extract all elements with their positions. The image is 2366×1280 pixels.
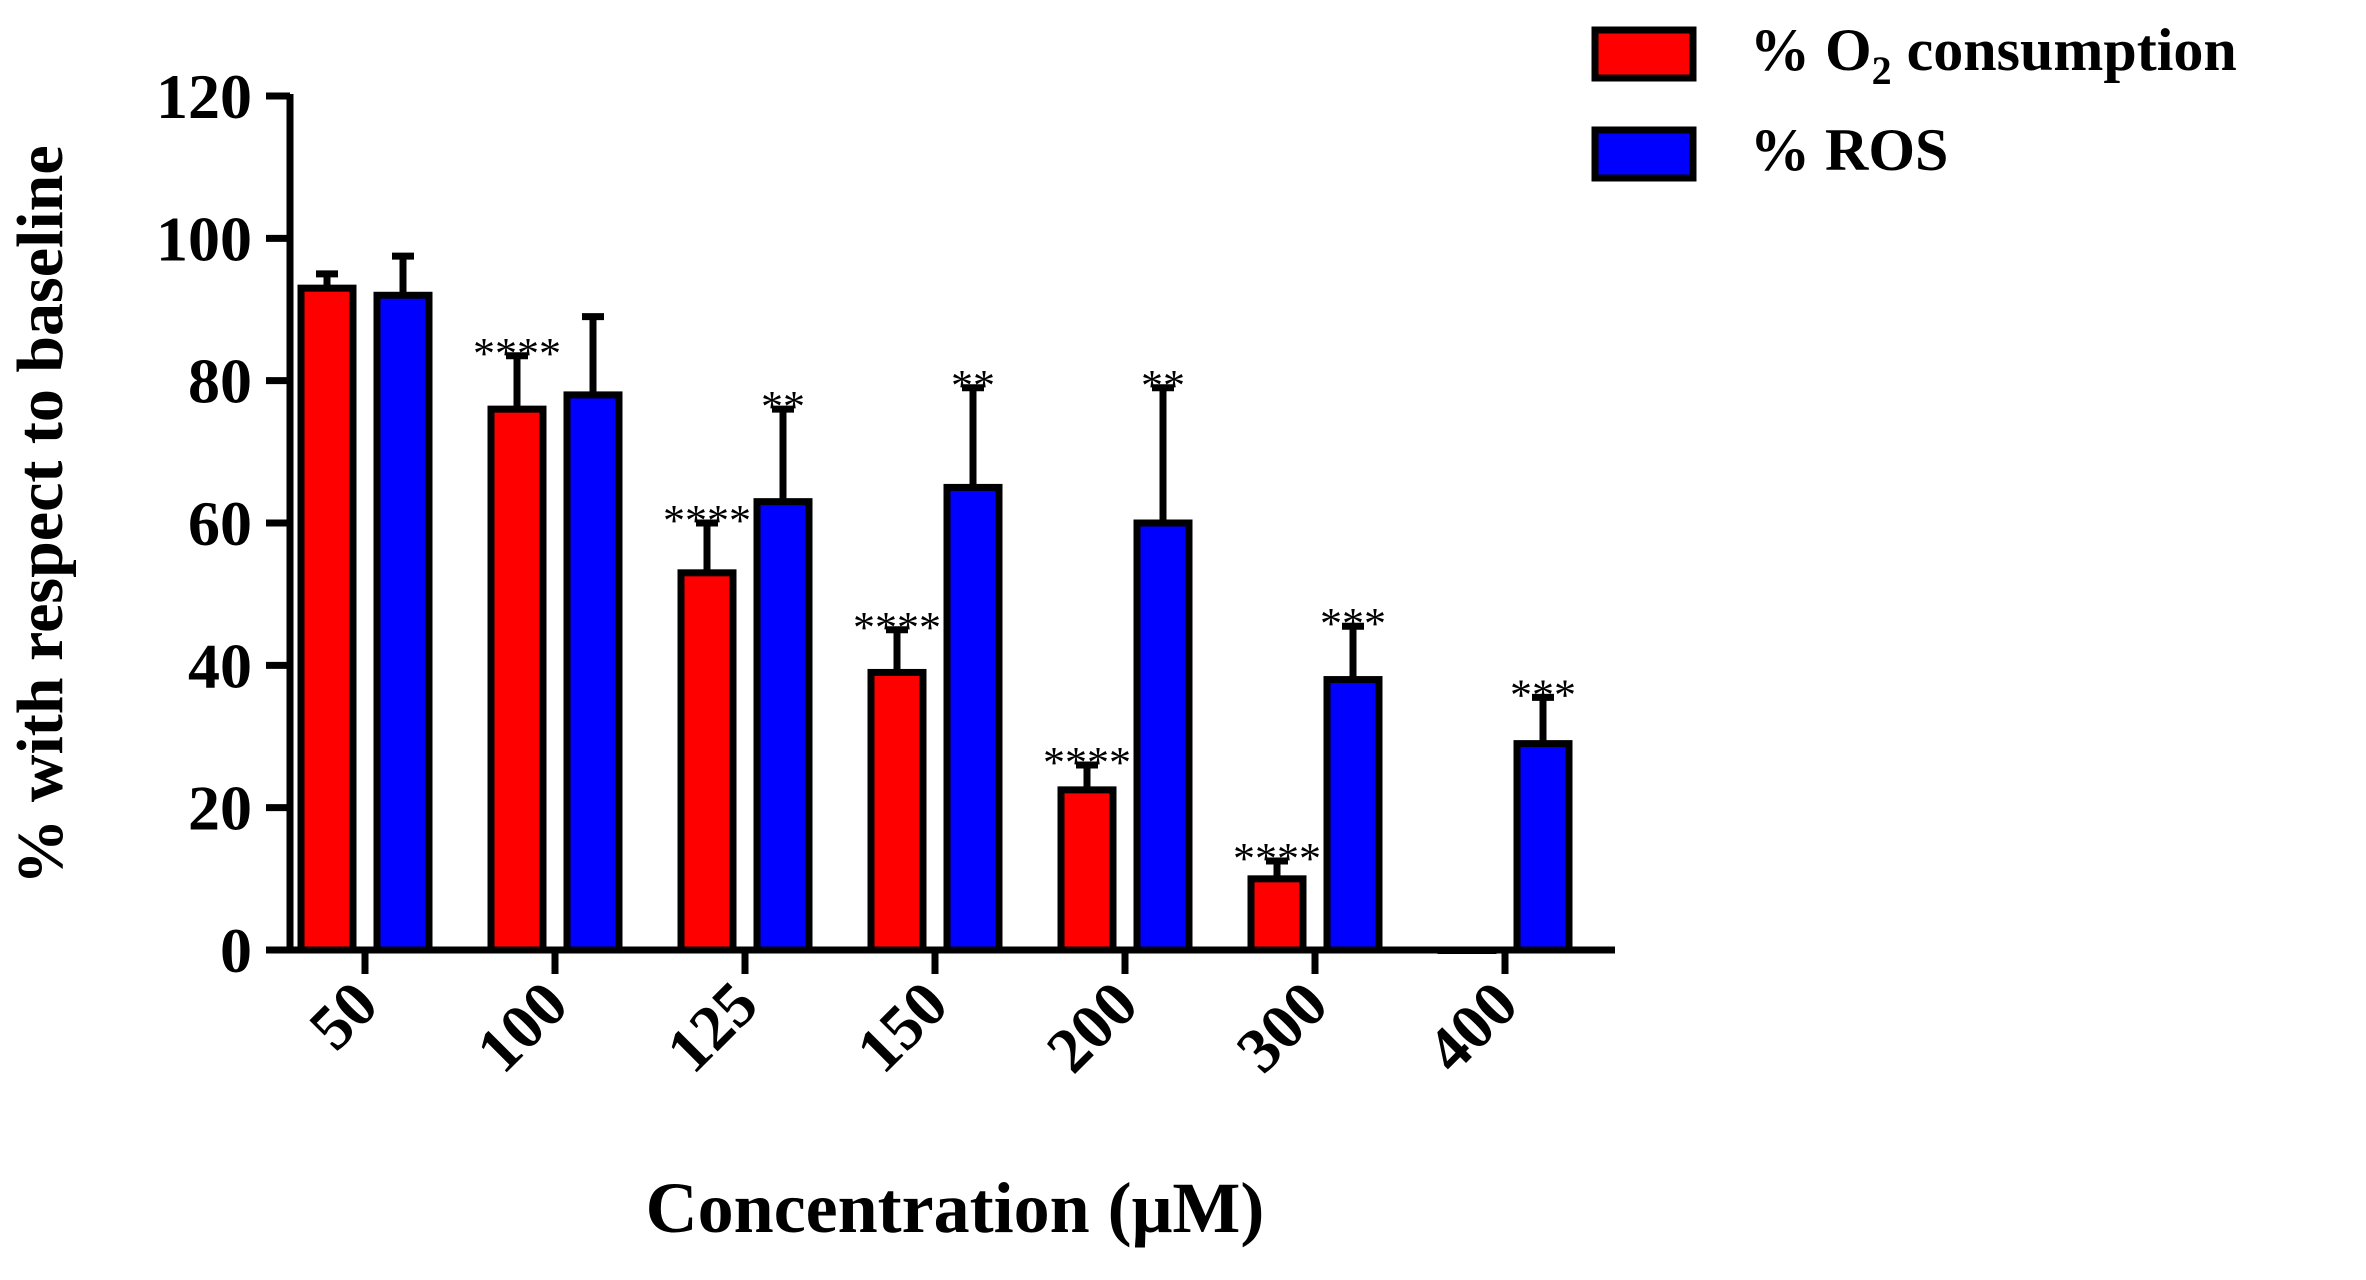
bar-ros-125 [753,498,813,954]
significance-layer: ******************************** [473,329,1576,883]
bar-o2-100 [487,405,547,954]
x-axis-label: Concentration (μM) [646,1168,1265,1248]
legend-label-o2: % O2 consumption [1750,17,2237,93]
legend-swatch-o2 [1591,26,1697,82]
bar-ros-100 [563,391,623,954]
y-tick-label-0: 0 [220,915,252,986]
legend-label-ros: % ROS [1750,117,1948,183]
significance-o2-100: **** [473,329,561,378]
bar-o2-150 [867,668,927,954]
significance-ros-400: *** [1510,670,1576,719]
significance-ros-200: ** [1141,361,1185,410]
bar-ros-150 [943,483,1003,954]
x-tick-label-125: 125 [653,968,771,1086]
y-tick-label-40: 40 [188,630,252,701]
significance-o2-150: **** [853,603,941,652]
y-tick-label-100: 100 [156,203,252,274]
bar-o2-200 [1057,786,1117,954]
significance-o2-200: **** [1043,738,1131,787]
y-tick-label-20: 20 [188,773,252,844]
bar-o2-125 [677,569,737,954]
bar-ros-50 [373,291,433,954]
significance-o2-125: **** [663,496,751,545]
bar-ros-200 [1133,519,1193,954]
x-tick-label-150: 150 [843,968,961,1086]
error-bars-layer [316,252,1554,879]
x-tick-label-100: 100 [463,968,581,1086]
legend: % O2 consumption % ROS [1591,17,2237,183]
y-axis-label: % with respect to baseline [4,145,77,884]
legend-swatch-ros [1591,126,1697,182]
x-tick-label-400: 400 [1413,968,1531,1086]
significance-ros-300: *** [1320,599,1386,648]
x-tick-label-50: 50 [295,968,390,1063]
x-tick-label-200: 200 [1033,968,1151,1086]
bar-o2-50 [297,284,357,954]
bar-ros-300 [1323,676,1383,954]
y-tick-label-120: 120 [156,61,252,132]
significance-ros-150: ** [951,361,995,410]
bar-ros-400 [1513,740,1573,954]
y-tick-label-60: 60 [188,488,252,559]
significance-o2-300: **** [1233,834,1321,883]
bar-o2-300 [1247,875,1307,954]
x-tick-label-300: 300 [1223,968,1341,1086]
y-tick-label-80: 80 [188,346,252,417]
significance-ros-125: ** [761,382,805,431]
